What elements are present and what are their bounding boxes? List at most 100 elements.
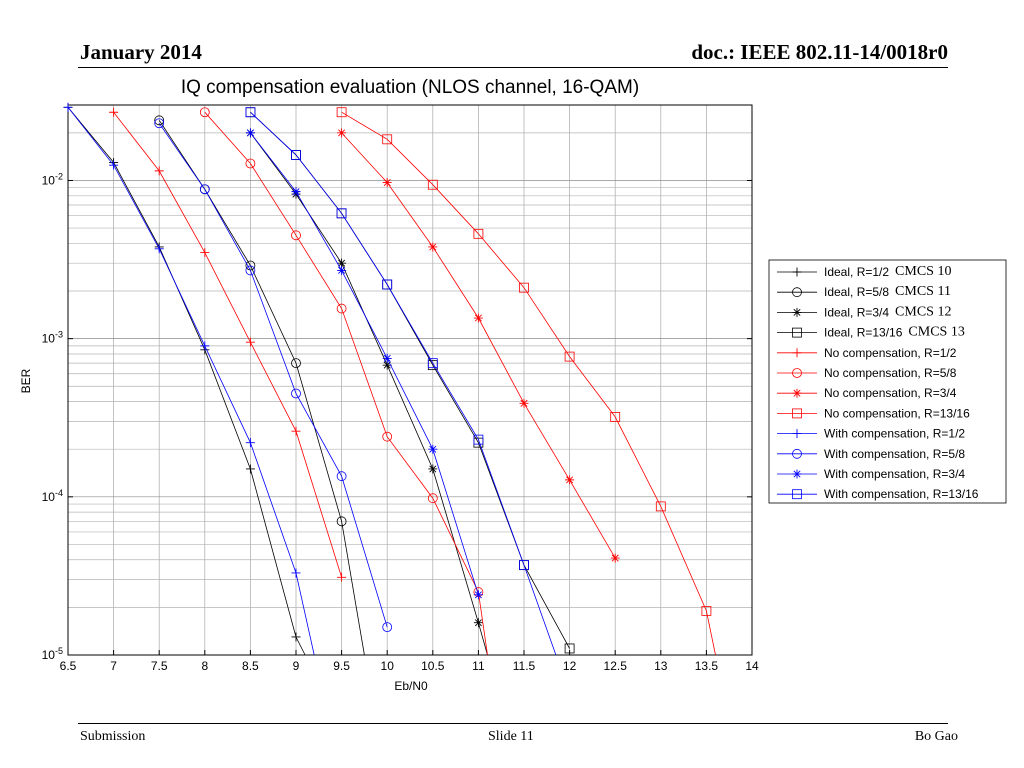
series-10 <box>154 118 393 633</box>
legend-box <box>768 259 1007 504</box>
legend-label: No compensation, R=13/16 <box>824 406 970 420</box>
x-tick-label: 8 <box>201 659 208 673</box>
series-line <box>113 111 342 578</box>
data-point <box>200 341 210 351</box>
data-point <box>564 351 575 362</box>
legend-annotation: CMCS 10 <box>895 264 951 279</box>
data-point <box>473 618 483 628</box>
data-point <box>382 622 393 633</box>
data-point <box>291 230 301 241</box>
x-tick-label: 7.5 <box>151 659 168 673</box>
data-point <box>154 244 164 254</box>
data-point <box>291 568 301 578</box>
x-tick-label: 11 <box>472 659 485 673</box>
legend-item: With compensation, R=1/2 <box>777 427 965 441</box>
footer-submission: Submission <box>80 729 146 744</box>
data-point <box>519 560 529 571</box>
data-point <box>792 489 802 500</box>
data-point <box>200 248 210 258</box>
x-tick-label: 8.5 <box>242 659 259 673</box>
footer-slide-number: Slide 11 <box>488 729 534 744</box>
data-point <box>336 516 347 527</box>
series-line <box>204 111 488 656</box>
data-point <box>792 327 802 338</box>
data-point <box>792 307 802 317</box>
data-point <box>382 360 392 370</box>
x-tick-label: 12.5 <box>604 659 628 673</box>
legend-item: Ideal, R=13/16 CMCS 13 <box>777 325 965 340</box>
x-tick-label: 11.5 <box>513 659 536 673</box>
chart-grid <box>67 104 753 656</box>
series-7 <box>337 128 620 563</box>
data-point <box>610 412 621 422</box>
footer-author: Bo Gao <box>914 729 958 744</box>
x-tick-label: 13 <box>654 659 668 673</box>
data-point <box>337 258 347 268</box>
data-point <box>565 475 575 485</box>
data-point <box>245 337 255 347</box>
series-layer <box>63 102 716 656</box>
header-rule <box>78 67 948 68</box>
legend-annotation: CMCS 12 <box>895 304 951 319</box>
y-tick-label: 10-4 <box>42 488 63 504</box>
legend-item: Ideal, R=1/2 CMCS 10 <box>777 264 951 279</box>
x-tick-label: 10.5 <box>421 659 445 673</box>
legend-item: With compensation, R=5/8 <box>777 447 965 461</box>
data-point <box>291 358 301 369</box>
data-point <box>473 228 484 239</box>
series-line <box>341 111 716 656</box>
x-tick-label: 9 <box>293 659 300 673</box>
data-point <box>382 431 393 442</box>
x-tick-label: 13.5 <box>695 659 719 673</box>
data-point <box>792 267 802 277</box>
data-point <box>428 242 438 252</box>
data-point <box>473 434 484 445</box>
data-point <box>792 368 802 378</box>
legend-label: Ideal, R=3/4 <box>824 305 889 319</box>
data-point <box>655 501 666 512</box>
data-point <box>245 158 256 169</box>
data-point <box>245 464 255 474</box>
series-2 <box>154 115 365 656</box>
data-point <box>337 572 347 582</box>
series-6 <box>199 107 488 656</box>
series-line <box>250 132 488 656</box>
x-tick-label: 14 <box>745 659 759 673</box>
legend-label: Ideal, R=5/8 <box>824 285 889 299</box>
x-tick-label: 7 <box>110 659 117 673</box>
series-line <box>250 111 570 649</box>
data-point <box>792 348 802 358</box>
data-point <box>519 398 529 408</box>
legend-item: With compensation, R=13/16 <box>777 487 979 501</box>
data-point <box>291 187 301 197</box>
series-3 <box>245 128 488 656</box>
x-axis-label: Eb/N0 <box>394 679 428 693</box>
data-point <box>245 438 255 448</box>
footer-rule <box>78 723 948 724</box>
series-8 <box>336 107 716 656</box>
data-point <box>291 632 301 642</box>
data-point <box>199 107 210 118</box>
series-line <box>67 107 306 656</box>
data-point <box>337 128 347 138</box>
legend-item: With compensation, R=3/4 <box>777 467 965 481</box>
legend-label: With compensation, R=13/16 <box>824 487 979 501</box>
legend-item: No compensation, R=3/4 <box>777 386 957 400</box>
legend-item: Ideal, R=3/4 CMCS 12 <box>777 304 951 319</box>
data-point <box>792 388 802 398</box>
series-line <box>158 123 388 628</box>
legend-label: No compensation, R=1/2 <box>824 346 957 360</box>
data-point <box>382 178 392 188</box>
x-tick-label: 6.5 <box>60 659 77 673</box>
series-9 <box>63 102 315 656</box>
y-tick-label: 10-5 <box>42 646 63 662</box>
legend-annotation: CMCS 13 <box>908 325 964 340</box>
data-point <box>63 102 73 112</box>
data-point <box>336 471 347 482</box>
chart-title: IQ compensation evaluation (NLOS channel… <box>181 77 639 98</box>
data-point <box>291 426 301 436</box>
x-tick-label: 9.5 <box>333 659 350 673</box>
header-doc-id: doc.: IEEE 802.11-14/0018r0 <box>691 40 948 64</box>
data-point <box>564 643 575 654</box>
data-point <box>245 128 255 138</box>
